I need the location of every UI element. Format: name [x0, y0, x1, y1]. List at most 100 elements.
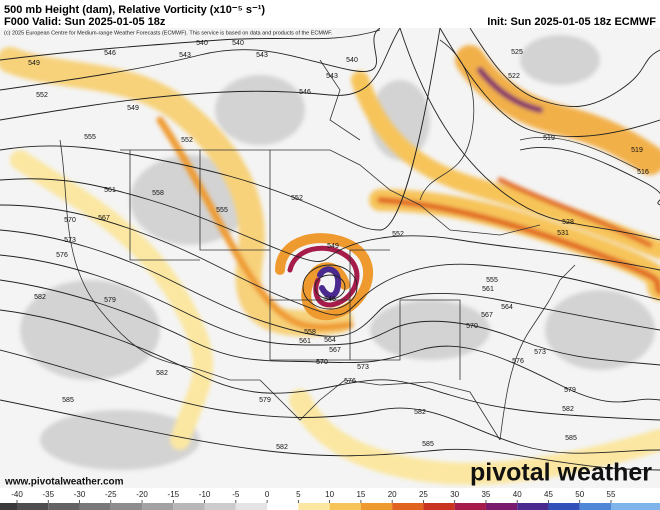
contour-line [0, 28, 401, 121]
contour-label: 549 [28, 60, 40, 67]
contour-label: 555 [216, 207, 228, 214]
contour-label: 555 [486, 277, 498, 284]
colorbar-swatch [298, 503, 330, 510]
website: www.pivotalweather.com [4, 477, 124, 488]
colorbar-swatch [329, 503, 361, 510]
boundaries [59, 39, 641, 441]
contour-label: 585 [62, 397, 74, 404]
contour-line [399, 28, 660, 241]
colorbar-swatch [173, 503, 205, 510]
colorbar-tick-label: 40 [513, 490, 522, 499]
contour-label: 549 [327, 243, 339, 250]
contour-line [0, 254, 660, 366]
contour-label: 552 [36, 92, 48, 99]
contour-label: 585 [422, 441, 434, 448]
contour-label: 561 [482, 286, 494, 293]
colorbar-tick-label: 25 [419, 490, 428, 499]
contour-label: 579 [259, 397, 271, 404]
contour-label: 519 [631, 147, 643, 154]
contour-label: 549 [127, 105, 139, 112]
contour-label: 567 [329, 347, 341, 354]
contour-label: 561 [104, 187, 116, 194]
contour-label: 576 [344, 378, 356, 385]
contour-label: 558 [304, 329, 316, 336]
colorbar-tick-label: -15 [168, 490, 180, 499]
contour-label: 564 [501, 304, 513, 311]
colorbar-tick-label: -25 [105, 490, 117, 499]
colorbar-swatch [485, 503, 518, 510]
contour-label: 546 [104, 50, 116, 57]
colorbar-swatch [579, 503, 611, 510]
contour-line [302, 264, 358, 310]
contour-label: 540 [196, 40, 208, 47]
contour-line [0, 28, 441, 231]
contour-line [0, 178, 660, 271]
contour-label: 567 [98, 215, 110, 222]
colorbar-swatch [517, 503, 549, 510]
contour-label: 540 [232, 40, 244, 47]
contour-line [0, 229, 660, 337]
contour-label: 552 [181, 137, 193, 144]
contour-line [0, 349, 660, 454]
colorbar-tick-label: -20 [136, 490, 148, 499]
colorbar-swatch [267, 503, 299, 510]
positive-vorticity [0, 45, 660, 485]
contour-label: 528 [562, 219, 574, 226]
contour-label: 579 [104, 297, 116, 304]
colorbar-tick-label: -40 [11, 490, 23, 499]
contour-label: 582 [276, 444, 288, 451]
contour-line [439, 28, 660, 138]
colorbar-tick-label: 10 [325, 490, 334, 499]
contour-label: 516 [637, 169, 649, 176]
contour-label: 546 [299, 89, 311, 96]
logo: pivotal weather [470, 459, 652, 487]
contour-line [0, 204, 660, 316]
colorbar: -40 -35 -30 -25 -20 -15 -10 -5 0 5 10 15 20 25 30 35 40 4… [0, 490, 660, 510]
colorbar-swatch [79, 503, 111, 510]
colorbar-swatch [454, 503, 486, 510]
colorbar-tick-label: 5 [296, 490, 301, 499]
colorbar-swatch [611, 503, 660, 510]
contour-label: 552 [392, 231, 404, 238]
contour-label: 564 [324, 337, 336, 344]
contour-label: 552 [291, 195, 303, 202]
colorbar-swatch [204, 503, 236, 510]
colorbar-tick-label: 0 [265, 490, 270, 499]
colorbar-swatch [548, 503, 580, 510]
colorbar-swatch [360, 503, 393, 510]
colorbar-tick-label: 50 [575, 490, 584, 499]
contour-line [0, 399, 660, 471]
contour-label: 579 [564, 387, 576, 394]
contour-label: 585 [565, 435, 577, 442]
colorbar-tick-label: 20 [388, 490, 397, 499]
colorbar-swatch [110, 503, 143, 510]
colorbar-tick-label: -5 [232, 490, 240, 499]
contour-label: 582 [414, 409, 426, 416]
contour-line [0, 309, 660, 421]
colorbar-tick-label: 55 [607, 490, 616, 499]
height-contours [0, 28, 660, 471]
colorbar-tick-label: -35 [42, 490, 54, 499]
contour-label: 576 [56, 252, 68, 259]
colorbar-swatch [17, 503, 49, 510]
contour-label: 543 [179, 52, 191, 59]
colorbar-swatch [423, 503, 455, 510]
contour-label: 567 [481, 312, 493, 319]
contour-label: 522 [508, 73, 520, 80]
colorbar-swatch [48, 503, 80, 510]
contour-label: 540 [346, 57, 358, 64]
map: 546 543 540 540 543 540 543 546 549 552 549 552 555 5… [0, 28, 660, 488]
contour-line [314, 274, 346, 300]
contour-label: 582 [562, 406, 574, 413]
valid-time: F000 Valid: Sun 2025-01-05 18z [4, 16, 166, 28]
contour-line [0, 279, 660, 403]
contour-label: 555 [84, 134, 96, 141]
contour-label: 582 [156, 370, 168, 377]
contour-label: 543 [326, 73, 338, 80]
contour-label: 582 [34, 294, 46, 301]
colorbar-tick-label: 30 [450, 490, 459, 499]
copyright: (c) 2025 European Centre for Medium-rang… [4, 30, 333, 36]
init-time: Init: Sun 2025-01-05 18z ECMWF [487, 16, 656, 28]
colorbar-swatch [392, 503, 424, 510]
